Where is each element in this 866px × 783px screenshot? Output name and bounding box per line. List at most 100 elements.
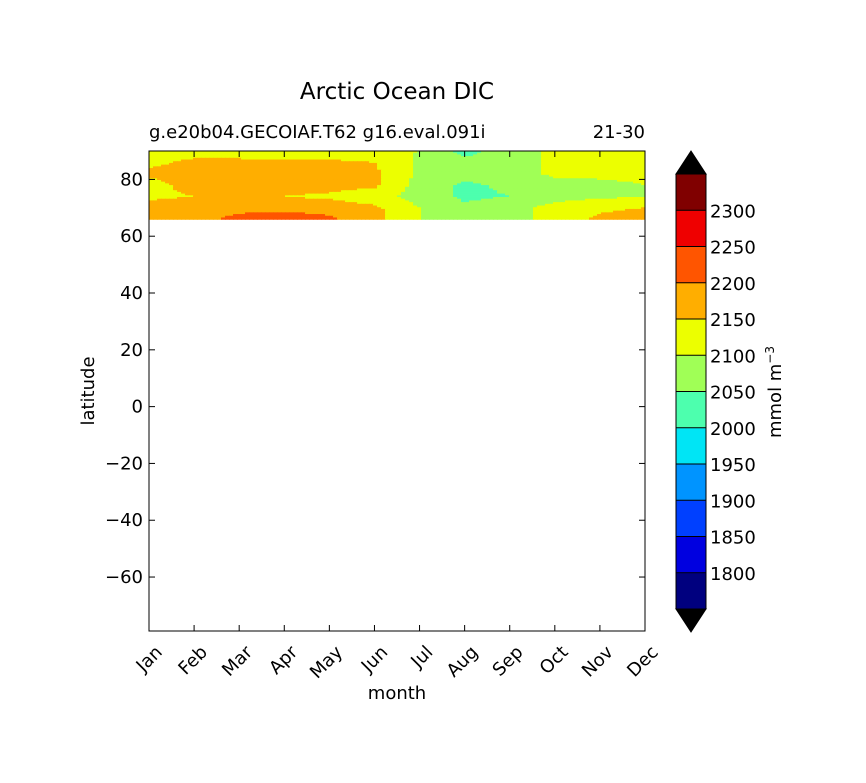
contour-cell bbox=[177, 200, 182, 203]
contour-cell bbox=[577, 179, 582, 183]
contour-cell bbox=[253, 215, 258, 219]
contour-cell bbox=[537, 159, 542, 162]
contour-cell bbox=[261, 186, 266, 190]
contour-cell bbox=[585, 207, 590, 210]
contour-cell bbox=[233, 168, 238, 171]
contour-cell bbox=[513, 205, 518, 208]
contour-cell bbox=[341, 159, 346, 162]
contour-cell bbox=[205, 174, 210, 178]
contour-cell bbox=[509, 154, 514, 157]
contour-cell bbox=[317, 190, 322, 193]
contour-cell bbox=[301, 152, 306, 155]
contour-cell bbox=[309, 166, 314, 169]
contour-cell bbox=[381, 176, 386, 179]
x-tick-label: Jul bbox=[406, 642, 437, 673]
contour-cell bbox=[201, 210, 206, 213]
contour-cell bbox=[517, 185, 522, 188]
contour-cell bbox=[213, 190, 218, 193]
contour-cell bbox=[621, 178, 626, 181]
contour-cell bbox=[597, 202, 602, 205]
contour-cell bbox=[573, 191, 578, 195]
contour-cell bbox=[441, 183, 446, 186]
contour-cell bbox=[585, 161, 590, 164]
contour-cell bbox=[425, 162, 430, 166]
contour-cell bbox=[329, 156, 334, 159]
contour-cell bbox=[581, 176, 586, 179]
contour-cell bbox=[597, 193, 602, 196]
contour-cell bbox=[633, 191, 638, 195]
contour-cell bbox=[497, 200, 502, 203]
contour-cell bbox=[465, 193, 470, 196]
contour-cell bbox=[521, 152, 526, 155]
contour-cell bbox=[301, 190, 306, 193]
contour-cell bbox=[289, 157, 294, 161]
contour-cell bbox=[273, 156, 278, 159]
contour-cell bbox=[605, 205, 610, 208]
contour-cell bbox=[485, 181, 490, 184]
contour-cell bbox=[389, 188, 394, 191]
contour-cell bbox=[389, 207, 394, 210]
contour-cell bbox=[329, 162, 334, 166]
contour-cell bbox=[565, 159, 570, 162]
contour-cell bbox=[613, 171, 618, 174]
contour-cell bbox=[197, 215, 202, 219]
contour-cell bbox=[561, 156, 566, 159]
contour-cell bbox=[481, 215, 486, 219]
contour-cell bbox=[293, 191, 298, 195]
contour-cell bbox=[641, 203, 645, 207]
contour-cell bbox=[561, 161, 566, 164]
contour-cell bbox=[517, 166, 522, 169]
contour-cell bbox=[217, 151, 222, 154]
contour-cell bbox=[205, 208, 210, 212]
contour-cell bbox=[329, 210, 334, 213]
x-tick-label: Feb bbox=[174, 642, 211, 679]
contour-cell bbox=[257, 169, 262, 173]
contour-cell bbox=[497, 176, 502, 179]
contour-cell bbox=[457, 197, 462, 200]
contour-cell bbox=[405, 166, 410, 169]
contour-cell bbox=[369, 164, 374, 167]
contour-cell bbox=[613, 203, 618, 207]
contour-cell bbox=[449, 157, 454, 161]
contour-cell bbox=[453, 159, 458, 162]
contour-cell bbox=[509, 159, 514, 162]
contour-cell bbox=[633, 169, 638, 173]
contour-cell bbox=[609, 159, 614, 162]
contour-cell bbox=[549, 214, 554, 217]
contour-cell bbox=[537, 166, 542, 169]
contour-cell bbox=[301, 212, 306, 215]
contour-cell bbox=[341, 207, 346, 210]
contour-cell bbox=[525, 169, 530, 173]
contour-cell bbox=[501, 174, 506, 178]
contour-cell bbox=[493, 151, 498, 154]
contour-cell bbox=[405, 162, 410, 166]
contour-cell bbox=[257, 154, 262, 157]
contour-cell bbox=[481, 214, 486, 217]
contour-cell bbox=[529, 198, 534, 202]
contour-cell bbox=[613, 176, 618, 179]
contour-cell bbox=[337, 157, 342, 161]
contour-cell bbox=[625, 161, 630, 164]
contour-cell bbox=[381, 156, 386, 159]
contour-cell bbox=[385, 152, 390, 155]
contour-cell bbox=[585, 174, 590, 178]
contour-cell bbox=[601, 210, 606, 213]
contour-cell bbox=[237, 191, 242, 195]
contour-cell bbox=[325, 215, 330, 219]
contour-cell bbox=[473, 159, 478, 162]
contour-cell bbox=[213, 197, 218, 200]
contour-cell bbox=[533, 169, 538, 173]
contour-cell bbox=[533, 166, 538, 169]
contour-cell bbox=[473, 202, 478, 205]
contour-cell bbox=[349, 202, 354, 205]
contour-cell bbox=[233, 190, 238, 193]
contour-cell bbox=[305, 195, 310, 198]
contour-cell bbox=[373, 178, 378, 181]
contour-cell bbox=[289, 185, 294, 188]
contour-cell bbox=[397, 181, 402, 184]
contour-cell bbox=[513, 200, 518, 203]
contour-cell bbox=[557, 203, 562, 207]
contour-cell bbox=[357, 214, 362, 217]
contour-cell bbox=[413, 162, 418, 166]
contour-cell bbox=[569, 171, 574, 174]
